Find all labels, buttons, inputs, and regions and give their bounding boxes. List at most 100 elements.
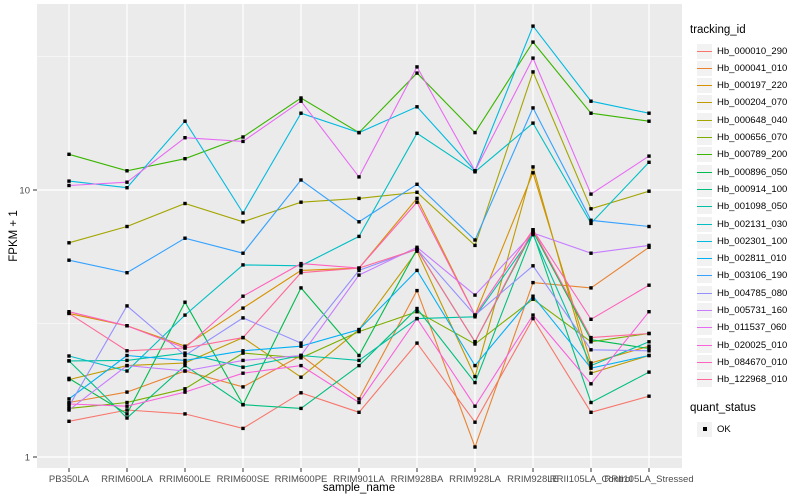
legend-key-swatch <box>697 268 712 284</box>
data-point <box>531 280 535 285</box>
legend-key-swatch <box>697 372 712 388</box>
legend-line-icon <box>697 154 712 156</box>
x-tick-label: RRII105LA_Stressed <box>604 474 693 485</box>
legend-line-icon <box>697 258 712 260</box>
data-point <box>183 363 187 368</box>
data-point <box>531 24 535 28</box>
data-point <box>647 344 651 348</box>
data-point <box>125 408 129 412</box>
data-point <box>647 370 651 374</box>
x-tick-label: RRIM600LE <box>159 474 211 485</box>
data-point <box>589 317 593 321</box>
legend-line-icon <box>697 275 712 277</box>
data-point <box>647 243 651 248</box>
y-axis-title: FPKM + 1 <box>8 210 20 262</box>
data-point <box>415 268 419 273</box>
legend-item-label: Hb_000896_050 <box>717 166 788 178</box>
data-point <box>241 251 245 255</box>
legend-item-Hb_002811_010: Hb_002811_010 <box>688 251 787 267</box>
data-point <box>357 220 361 224</box>
data-point <box>531 106 535 110</box>
data-point <box>357 175 361 179</box>
legend-item-Hb_122968_010: Hb_122968_010 <box>688 372 787 388</box>
data-point <box>299 286 303 290</box>
data-point <box>531 316 535 321</box>
series-points-Hb_003106_190 <box>67 106 651 275</box>
legend-item-label: Hb_122968_010 <box>717 374 788 386</box>
data-point <box>357 268 361 273</box>
data-point <box>415 247 419 251</box>
legend-line-icon <box>697 188 712 190</box>
data-point <box>299 261 303 266</box>
legend-item-Hb_000648_040: Hb_000648_040 <box>688 112 787 128</box>
legend-item-Hb_002131_030: Hb_002131_030 <box>688 216 787 232</box>
data-point <box>183 353 187 358</box>
data-point <box>125 358 129 363</box>
data-point <box>357 358 361 363</box>
legend-key-swatch <box>697 354 712 370</box>
data-point <box>67 419 71 423</box>
data-point <box>241 135 245 139</box>
data-point <box>241 426 245 431</box>
legend-key-swatch <box>697 233 712 249</box>
legend-item-label: Hb_001098_050 <box>717 201 788 213</box>
legend-key-swatch <box>697 216 712 232</box>
legend-item-Hb_000041_010: Hb_000041_010 <box>688 60 787 76</box>
data-point <box>299 178 303 182</box>
data-point <box>183 390 187 394</box>
legend-item-label: Hb_000914_100 <box>717 183 788 195</box>
data-point <box>647 353 651 358</box>
series-points-Hb_002811_010 <box>67 268 651 401</box>
data-point <box>67 258 71 262</box>
data-point <box>531 56 535 60</box>
series-points-Hb_005731_160 <box>67 231 651 412</box>
data-point <box>67 354 71 358</box>
data-point <box>241 139 245 144</box>
legend-item-label: Hb_000656_070 <box>717 132 788 143</box>
series-points-Hb_011537_060 <box>67 56 651 196</box>
data-point <box>241 263 245 267</box>
data-point <box>67 241 71 245</box>
data-point <box>67 152 71 156</box>
data-point <box>299 353 303 358</box>
data-point <box>67 404 71 408</box>
legend-item-label: Hb_020025_010 <box>717 339 788 351</box>
legend-line-icon <box>697 361 712 363</box>
data-point <box>415 341 419 345</box>
data-point <box>589 361 593 365</box>
data-point <box>125 224 129 229</box>
data-point <box>125 416 129 420</box>
legend-item-label: Hb_000204_070 <box>717 97 788 109</box>
legend-line-icon <box>697 344 712 346</box>
data-point <box>67 179 71 183</box>
data-point <box>241 358 245 363</box>
data-point <box>647 160 651 164</box>
legend-item-label: Hb_002811_010 <box>717 253 787 265</box>
legend-key-swatch <box>697 95 712 111</box>
legend-item-label: Hb_084670_010 <box>717 356 788 368</box>
legend-item-Hb_000656_070: Hb_000656_070 <box>688 130 787 146</box>
data-point <box>299 391 303 395</box>
data-point <box>415 196 419 201</box>
data-point <box>415 131 419 135</box>
data-point <box>589 363 593 368</box>
data-point <box>415 182 419 186</box>
data-point <box>531 264 535 268</box>
data-point <box>531 165 535 169</box>
data-point <box>357 400 361 405</box>
data-point <box>241 351 245 355</box>
data-point <box>357 327 361 332</box>
legend-item-Hb_004785_080: Hb_004785_080 <box>688 285 787 301</box>
data-point <box>473 340 477 344</box>
data-point <box>67 311 71 316</box>
data-point <box>67 183 71 188</box>
legend-key-swatch <box>697 78 712 94</box>
data-point <box>299 375 303 379</box>
data-point <box>357 353 361 358</box>
data-point <box>357 234 361 239</box>
data-point <box>589 192 593 196</box>
x-tick-label: RRIM600LA <box>101 474 153 485</box>
data-point <box>415 200 419 204</box>
data-point <box>647 154 651 158</box>
